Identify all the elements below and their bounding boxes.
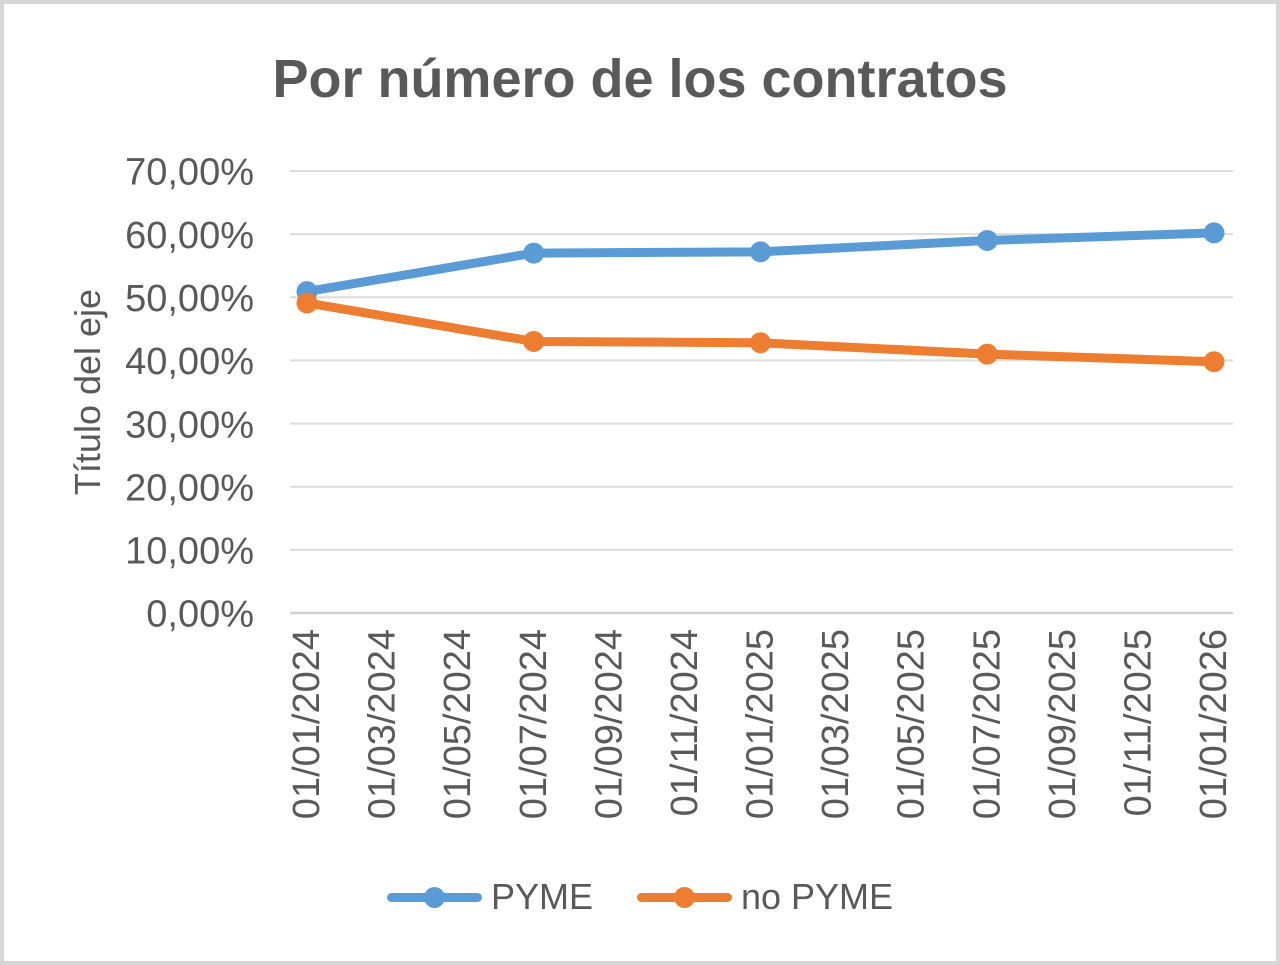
y-tick-label: 0,00% <box>146 594 254 636</box>
x-tick-label: 01/05/2025 <box>891 629 933 819</box>
legend: PYME no PYME <box>4 877 1276 917</box>
y-tick-label: 30,00% <box>125 404 254 446</box>
y-tick-label: 40,00% <box>125 341 254 383</box>
x-tick-label: 01/03/2025 <box>815 629 857 819</box>
data-point-marker-pyme <box>750 241 771 263</box>
x-tick-label: 01/01/2025 <box>740 629 782 819</box>
data-point-marker-no-pyme <box>1203 351 1225 373</box>
chart-title: Por número de los contratos <box>272 49 1008 109</box>
data-point-marker-no-pyme <box>296 292 318 314</box>
legend-item-no-pyme: no PYME <box>636 876 894 917</box>
x-tick-label: 01/03/2024 <box>362 629 404 819</box>
x-tick-label: 01/07/2024 <box>513 629 555 819</box>
plot-area: 0,00% 10,00% 20,00% 30,00% 40,00% 50,00% 60,00… <box>125 152 1235 820</box>
x-tick-label: 01/11/2025 <box>1117 629 1159 816</box>
data-point-marker-pyme <box>523 242 545 264</box>
data-point-marker-pyme <box>1203 222 1225 244</box>
data-point-marker-no-pyme <box>750 332 771 354</box>
y-tick-label: 20,00% <box>125 467 254 509</box>
x-tick-label: 01/01/2024 <box>286 629 328 819</box>
data-point-marker-pyme <box>976 229 998 251</box>
x-tick-label: 01/09/2025 <box>1042 629 1084 819</box>
legend-item-pyme: PYME <box>386 876 593 917</box>
y-tick-label: 10,00% <box>125 531 254 573</box>
x-tick-label: 01/11/2024 <box>664 629 706 816</box>
x-tick-label: 01/07/2025 <box>966 629 1008 819</box>
legend-label-no-pyme: no PYME <box>740 876 894 917</box>
y-tick-label: 50,00% <box>125 278 254 320</box>
y-tick-label: 70,00% <box>125 152 254 194</box>
x-tick-label: 01/05/2024 <box>437 629 479 819</box>
x-tick-label: 01/01/2026 <box>1193 629 1235 819</box>
data-point-marker-no-pyme <box>976 343 998 365</box>
x-tick-label: 01/09/2024 <box>588 629 630 819</box>
legend-label-pyme: PYME <box>490 876 593 917</box>
y-tick-label: 60,00% <box>125 215 254 257</box>
line-marker-icon <box>636 886 732 908</box>
line-marker-icon <box>386 886 482 908</box>
data-point-marker-no-pyme <box>523 330 545 352</box>
